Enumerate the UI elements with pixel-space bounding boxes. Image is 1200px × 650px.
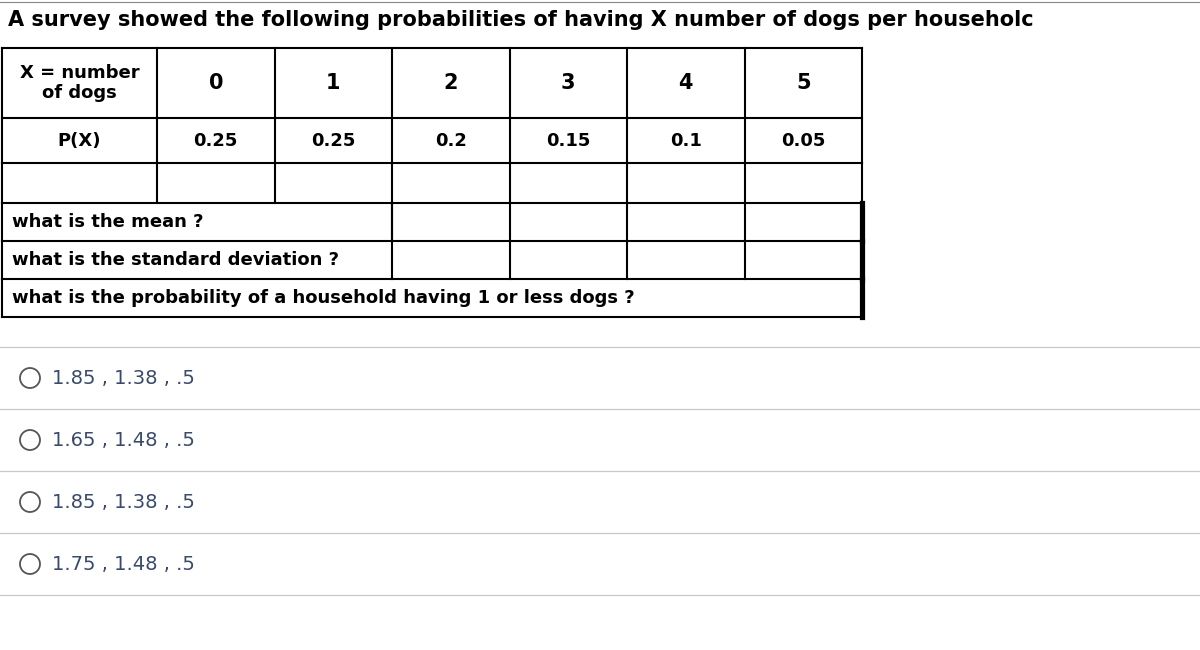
Text: 1.75 , 1.48 , .5: 1.75 , 1.48 , .5 (52, 554, 194, 573)
Text: 0.15: 0.15 (546, 131, 590, 150)
Text: 1.65 , 1.48 , .5: 1.65 , 1.48 , .5 (52, 430, 194, 450)
Text: 4: 4 (678, 73, 694, 93)
Text: 1.85 , 1.38 , .5: 1.85 , 1.38 , .5 (52, 493, 194, 512)
Text: 3: 3 (562, 73, 576, 93)
Text: what is the mean ?: what is the mean ? (12, 213, 204, 231)
Text: P(X): P(X) (58, 131, 101, 150)
Text: 0.2: 0.2 (434, 131, 467, 150)
Text: 0.1: 0.1 (670, 131, 702, 150)
Text: A survey showed the following probabilities of having X number of dogs per house: A survey showed the following probabilit… (8, 10, 1033, 30)
Text: 1: 1 (326, 73, 341, 93)
Text: what is the standard deviation ?: what is the standard deviation ? (12, 251, 340, 269)
Text: 2: 2 (444, 73, 458, 93)
Text: 0.25: 0.25 (193, 131, 238, 150)
Text: X = number
of dogs: X = number of dogs (19, 64, 139, 103)
Text: 5: 5 (796, 73, 810, 93)
Text: 0.05: 0.05 (781, 131, 826, 150)
Text: 0.25: 0.25 (311, 131, 355, 150)
Text: 1.85 , 1.38 , .5: 1.85 , 1.38 , .5 (52, 369, 194, 387)
Text: 0: 0 (209, 73, 223, 93)
Text: what is the probability of a household having 1 or less dogs ?: what is the probability of a household h… (12, 289, 635, 307)
